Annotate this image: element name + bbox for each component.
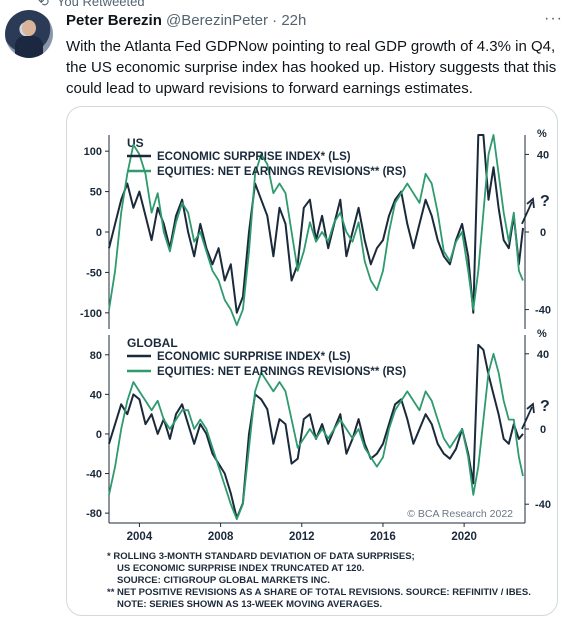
author-handle[interactable]: @BerezinPeter <box>166 12 268 29</box>
right-unit-label: % <box>537 328 547 340</box>
earnings-revisions-line <box>108 352 524 521</box>
left-tick-label: 100 <box>84 146 102 158</box>
left-tick-label: -40 <box>86 469 102 481</box>
right-tick-label: -40 <box>535 305 551 317</box>
right-tick-label: 40 <box>537 349 549 361</box>
x-tick-label: 2008 <box>208 531 234 543</box>
footnote-1: * ROLLING 3-MONTH STANDARD DEVIATION OF … <box>107 551 415 562</box>
left-tick-label: 80 <box>90 350 102 362</box>
question-mark: ? <box>540 398 550 415</box>
left-tick-label: -50 <box>86 267 102 279</box>
left-tick-label: 40 <box>90 389 102 401</box>
left-tick-label: -100 <box>80 308 102 320</box>
left-tick-label: 50 <box>90 187 102 199</box>
x-tick-label: 2004 <box>127 531 153 543</box>
left-tick-label: -80 <box>86 508 102 520</box>
panel-title: GLOBAL <box>127 336 178 350</box>
right-tick-label: -40 <box>535 499 551 511</box>
separator: · <box>272 12 278 29</box>
left-tick-label: 0 <box>96 429 102 441</box>
retweet-label: You Retweeted <box>56 0 145 9</box>
panel-title: US <box>127 136 144 150</box>
forecast-arrow <box>521 406 533 430</box>
x-tick-label: 2012 <box>289 531 315 543</box>
footnote-4: ** NET POSITIVE REVISIONS AS A SHARE OF … <box>107 587 531 598</box>
surprise-index-line <box>108 134 524 314</box>
question-mark: ? <box>540 193 550 210</box>
forecast-arrowhead <box>526 197 535 209</box>
earnings-revisions-line <box>108 134 524 326</box>
author-name[interactable]: Peter Berezin <box>66 12 162 29</box>
avatar[interactable] <box>5 10 53 58</box>
chart-svg: 100 50 0 -50 -100 40 0 -40% US ECONOMIC SURPRISE … <box>80 128 551 543</box>
footnote-5: NOTE: SERIES SHOWN AS 13-WEEK MOVING AVE… <box>117 599 383 610</box>
retweet-icon: ⟲ <box>38 0 49 9</box>
legend-label: ECONOMIC SURPRISE INDEX* (LS) <box>157 151 351 163</box>
legend-label: EQUITIES: NET EARNINGS REVISIONS** (RS) <box>157 166 406 178</box>
chart-image-card[interactable]: 100 50 0 -50 -100 40 0 -40% US ECONOMIC SURPRISE … <box>66 106 558 616</box>
left-tick-label: 0 <box>96 227 102 239</box>
retweet-indicator: ⟲ You Retweeted <box>38 0 145 10</box>
more-options-icon[interactable]: ··· <box>544 10 563 27</box>
right-tick-label: 0 <box>540 227 546 239</box>
footnote-2: US ECONOMIC SURPRISE INDEX TRUNCATED AT … <box>117 563 365 574</box>
right-tick-label: 0 <box>540 424 546 436</box>
forecast-arrowhead <box>526 402 535 414</box>
footnote-3: SOURCE: CITIGROUP GLOBAL MARKETS INC. <box>117 575 330 586</box>
tweet-text: With the Atlanta Fed GDPNow pointing to … <box>66 38 557 97</box>
x-tick-label: 2016 <box>370 531 396 543</box>
x-tick-label: 2020 <box>451 531 477 543</box>
legend-label: EQUITIES: NET EARNINGS REVISIONS** (RS) <box>157 366 406 378</box>
right-unit-label: % <box>537 128 547 140</box>
tweet-header: Peter Berezin @BerezinPeter · 22h <box>66 12 306 29</box>
forecast-arrow <box>521 201 533 225</box>
timestamp[interactable]: 22h <box>281 12 307 29</box>
watermark: © BCA Research 2022 <box>407 508 513 520</box>
legend-label: ECONOMIC SURPRISE INDEX* (LS) <box>157 351 351 363</box>
right-tick-label: 40 <box>537 149 549 161</box>
